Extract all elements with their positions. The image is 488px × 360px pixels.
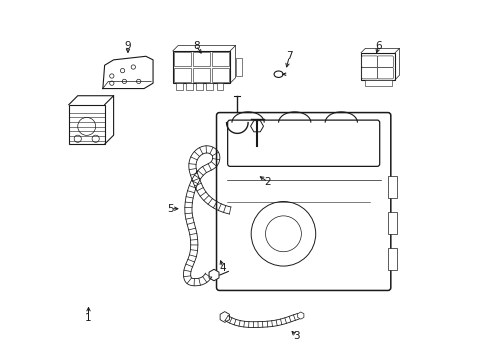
Bar (193, 52, 209, 66)
Bar (69, 105, 104, 144)
Bar (174, 68, 190, 82)
Text: 9: 9 (124, 41, 131, 50)
FancyBboxPatch shape (361, 56, 377, 67)
Bar (235, 58, 242, 76)
Text: 5: 5 (167, 204, 174, 214)
FancyBboxPatch shape (216, 113, 390, 291)
Text: 2: 2 (264, 177, 270, 187)
Bar (193, 68, 209, 82)
Bar (206, 83, 212, 90)
Bar (172, 51, 230, 83)
Bar (387, 212, 396, 234)
Bar (387, 248, 396, 270)
Bar (387, 176, 396, 198)
Bar (216, 83, 223, 90)
Text: 1: 1 (85, 313, 92, 323)
Bar (186, 83, 192, 90)
Ellipse shape (274, 71, 283, 77)
Bar (176, 83, 183, 90)
FancyBboxPatch shape (377, 56, 392, 67)
Text: 8: 8 (192, 41, 199, 50)
Text: 3: 3 (293, 331, 299, 341)
Text: 7: 7 (285, 51, 292, 61)
FancyBboxPatch shape (361, 67, 377, 79)
Bar (212, 52, 228, 66)
FancyBboxPatch shape (377, 67, 392, 79)
Bar (364, 80, 391, 86)
Text: 6: 6 (375, 41, 382, 50)
Bar (360, 53, 394, 80)
Bar (212, 68, 228, 82)
FancyBboxPatch shape (227, 120, 379, 166)
Bar (174, 52, 190, 66)
Text: 4: 4 (219, 263, 226, 273)
Bar (196, 83, 203, 90)
